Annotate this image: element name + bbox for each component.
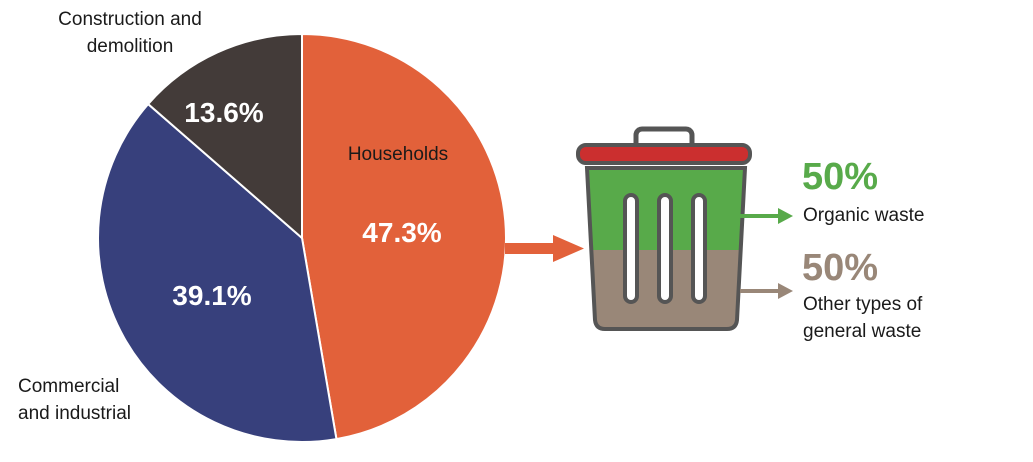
organic-arrow bbox=[740, 208, 793, 224]
households-slice bbox=[301, 32, 507, 441]
organic-label: Organic waste bbox=[803, 205, 924, 226]
commercial-industrial-slice bbox=[97, 102, 338, 443]
commercial-label-line2: and industrial bbox=[18, 403, 131, 424]
households-to-bin-arrow bbox=[505, 235, 584, 262]
organic-percent: 50% bbox=[802, 156, 878, 198]
construction-demolition-slice bbox=[146, 32, 303, 241]
other-arrow bbox=[740, 283, 793, 299]
households-label: Households bbox=[348, 144, 448, 165]
other-label-line1: Other types of bbox=[803, 294, 923, 315]
commercial-value-label: 39.1% bbox=[172, 280, 251, 311]
other-label-line2: general waste bbox=[803, 321, 921, 342]
trash-bin-icon bbox=[576, 126, 752, 331]
construction-value-label: 13.6% bbox=[184, 97, 263, 128]
commercial-label-line1: Commercial bbox=[18, 376, 119, 397]
construction-label-line1: Construction and bbox=[58, 9, 202, 30]
pie-chart bbox=[97, 32, 507, 443]
other-percent: 50% bbox=[802, 247, 878, 289]
construction-label-line2: demolition bbox=[87, 36, 174, 57]
households-value-label: 47.3% bbox=[362, 217, 441, 248]
